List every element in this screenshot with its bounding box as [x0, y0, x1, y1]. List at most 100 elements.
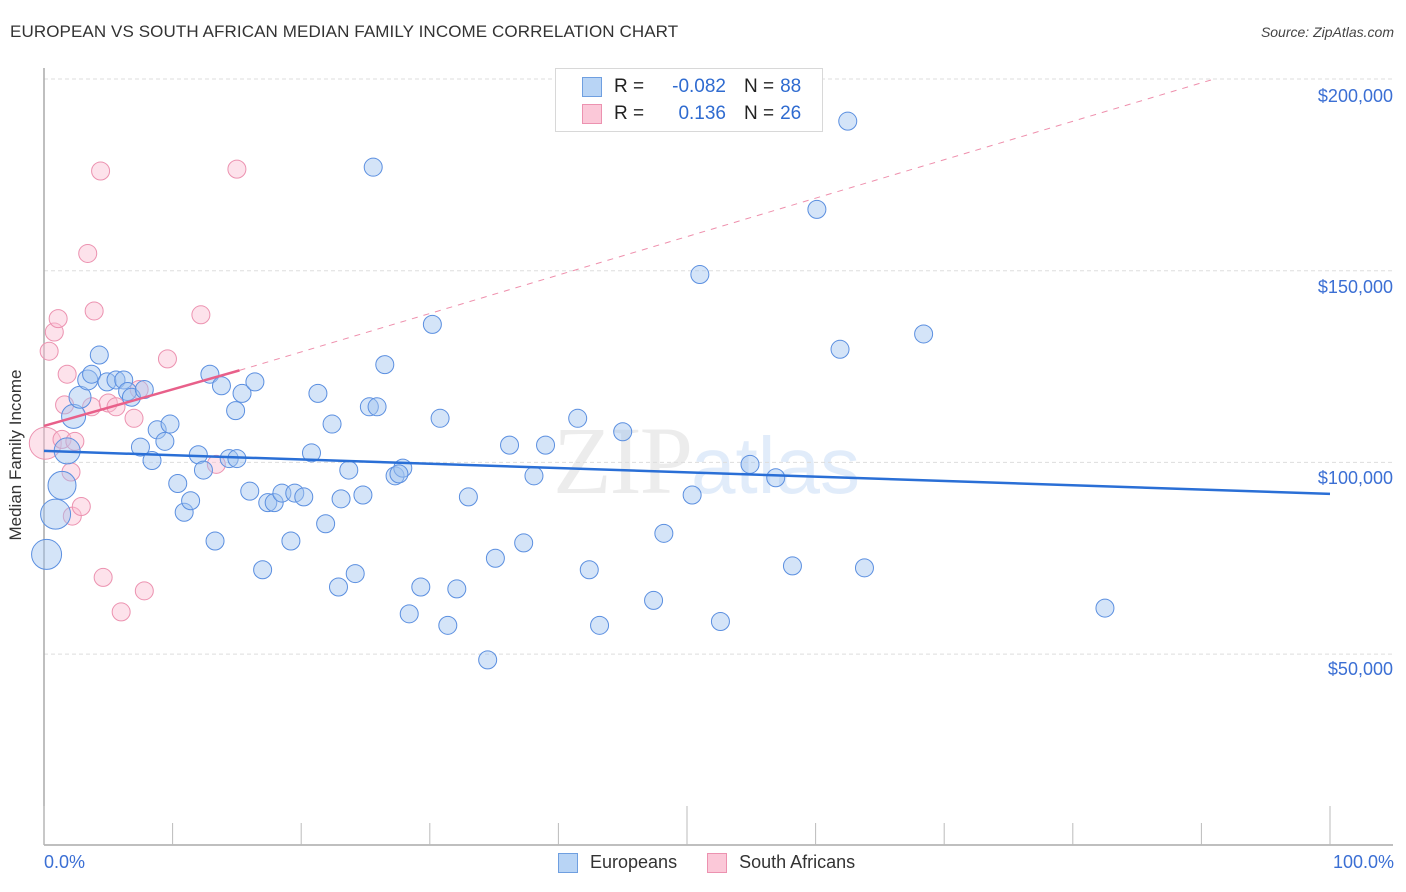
european-point [240, 481, 260, 501]
european-point [654, 523, 674, 543]
trend-lines [43, 78, 1331, 496]
south-african-point [157, 349, 177, 369]
y-tick-200000: $200,000 [1317, 86, 1393, 106]
european-point [478, 650, 498, 670]
european-point [205, 531, 225, 551]
european-point [174, 502, 194, 522]
european-point [193, 460, 213, 480]
european-point [590, 615, 610, 635]
south-african-point [78, 243, 98, 263]
european-point [40, 498, 72, 530]
south-african-point [134, 581, 154, 601]
european-point [353, 485, 373, 505]
european-point [854, 558, 874, 578]
legend-row-europeans: R = -0.082 N = 88 [582, 76, 801, 98]
european-point [682, 485, 702, 505]
european-point [514, 533, 534, 553]
europeans-legend-swatch [558, 852, 578, 873]
south-african-point [84, 301, 104, 321]
european-point [838, 111, 858, 131]
european-point [232, 383, 252, 403]
european-point [807, 199, 827, 219]
european-point [690, 265, 710, 285]
european-point [31, 538, 63, 570]
watermark-atlas: atlas [691, 421, 860, 510]
european-point [500, 435, 520, 455]
south-african-point [111, 602, 131, 622]
y-tick-50000: $50,000 [1327, 659, 1393, 679]
y-tick-150000: $150,000 [1317, 277, 1393, 297]
european-point [264, 493, 284, 513]
european-point [130, 437, 150, 457]
south-africans-trend-line [43, 369, 240, 428]
europeans-points [31, 111, 1115, 670]
legend-row-south-africans: R = 0.136 N = 26 [582, 103, 801, 125]
european-point [782, 556, 802, 576]
gridlines [44, 78, 1393, 655]
european-point [485, 548, 505, 568]
x-tick-max: 100.0% [1332, 852, 1394, 872]
european-point [168, 473, 188, 493]
south-africans-legend-label: South Africans [739, 852, 856, 872]
european-point [253, 560, 273, 580]
european-point [345, 564, 365, 584]
south-african-point [227, 159, 247, 179]
european-point [211, 376, 231, 396]
legend-item-south-africans[interactable]: South Africans [707, 852, 855, 873]
european-point [147, 420, 167, 440]
european-point [830, 339, 850, 359]
european-point [226, 401, 246, 421]
european-point [579, 560, 599, 580]
european-point [106, 370, 126, 390]
zipatlas-watermark: ZIPatlas [553, 405, 860, 516]
european-point [411, 577, 431, 597]
r-label: R = [614, 76, 645, 97]
source-label: Source: ZipAtlas.com [1260, 24, 1394, 40]
european-point [316, 514, 336, 534]
european-point [644, 590, 664, 610]
european-point [258, 493, 278, 513]
axes [43, 68, 1393, 846]
european-point [294, 487, 314, 507]
x-tick-min: 0.0% [44, 852, 86, 872]
european-point [328, 577, 348, 597]
europeans-swatch [582, 77, 602, 97]
south-african-point [39, 341, 59, 361]
south-africans-swatch [582, 104, 602, 124]
european-point [47, 470, 77, 500]
south-africans-n-value: 26 [780, 103, 802, 124]
european-point [89, 345, 109, 365]
south-african-point [206, 454, 226, 474]
legend-item-europeans[interactable]: Europeans [558, 852, 677, 873]
european-point [1095, 598, 1115, 618]
european-point [359, 397, 379, 417]
south-african-point [91, 161, 111, 181]
european-point [322, 414, 342, 434]
european-point [155, 431, 175, 451]
european-point [438, 615, 458, 635]
european-point [375, 355, 395, 375]
european-point [710, 612, 730, 632]
south-africans-r-value: 0.136 [678, 103, 726, 124]
european-point [766, 468, 786, 488]
european-point [367, 397, 387, 417]
european-point [447, 579, 467, 599]
europeans-trend-line [43, 449, 1331, 496]
european-point [142, 450, 162, 470]
south-african-point [71, 496, 91, 516]
n-label: N = [744, 103, 775, 124]
south-african-point [48, 309, 68, 329]
european-point [524, 466, 544, 486]
european-point [301, 443, 321, 463]
european-point [536, 435, 556, 455]
europeans-n-value: 88 [780, 76, 802, 97]
south-african-point [57, 364, 77, 384]
european-point [114, 370, 134, 390]
european-point [160, 414, 180, 434]
european-point [331, 489, 351, 509]
y-tick-100000: $100,000 [1317, 468, 1393, 488]
n-label: N = [744, 76, 775, 97]
south-africans-trend-extension [239, 78, 1215, 371]
european-point [181, 491, 201, 511]
